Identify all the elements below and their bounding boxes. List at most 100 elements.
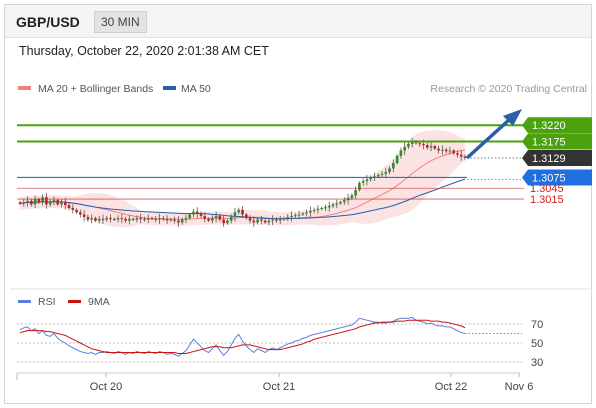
candle-body [52, 200, 56, 202]
bollinger-bands [20, 130, 465, 228]
candle-body [422, 143, 425, 146]
candle-body [41, 197, 44, 203]
candle-body [297, 214, 301, 216]
candle-body [139, 218, 142, 220]
candle-body [233, 212, 237, 218]
candle-body [56, 200, 60, 205]
candle-body [199, 213, 203, 216]
candle-body [309, 210, 312, 213]
candle-body [237, 209, 241, 213]
candle-body [154, 218, 158, 220]
candle-body [207, 218, 210, 221]
candle-body [305, 212, 308, 214]
candle-body [184, 218, 188, 220]
candle-body [158, 218, 161, 220]
candle-body [143, 218, 146, 220]
timeframe-badge[interactable]: 30 MIN [94, 11, 147, 33]
rsi-panel: 70 50 30 [17, 316, 543, 369]
x-tick-label: Oct 21 [263, 381, 295, 393]
candle-body [82, 214, 86, 218]
candle-body [441, 149, 444, 151]
candle-body [101, 218, 105, 220]
candle-body [150, 218, 154, 220]
candle-body [131, 218, 135, 220]
candle-body [94, 218, 97, 221]
candle-body [260, 219, 263, 221]
candle-body [192, 211, 195, 215]
candle-body [173, 219, 176, 221]
candle-body [180, 219, 184, 223]
candle-body [86, 217, 90, 220]
candle-body [410, 141, 414, 144]
candle-body [135, 218, 139, 220]
level-1-3175-label: 1.3175 [532, 136, 566, 148]
ma9-legend-label: 9MA [88, 296, 110, 308]
candle-body [97, 218, 101, 221]
candle-body [316, 208, 320, 210]
copyright-text: Research © 2020 Trading Central [430, 83, 587, 95]
candle-body [358, 182, 361, 191]
x-tick-label: Oct 20 [90, 381, 122, 393]
rsi-level-50-label: 50 [531, 338, 543, 350]
candle-body [203, 215, 207, 219]
candle-body [354, 190, 357, 196]
candle-body [146, 218, 150, 220]
bollinger-band-area [20, 130, 465, 228]
candle-body [384, 172, 388, 174]
candle-body [105, 218, 109, 220]
candle-body [48, 201, 52, 205]
bollinger-legend-swatch [18, 86, 31, 90]
level-1-3175-tag [522, 133, 592, 150]
candle-body [395, 155, 399, 164]
rsi-level-70-label: 70 [531, 319, 543, 331]
x-tick-label: Nov 6 [505, 381, 534, 393]
x-tick-label: Oct 22 [435, 381, 467, 393]
candle-body [90, 218, 93, 220]
candle-body [437, 148, 440, 151]
candle-body [433, 146, 437, 149]
candle-body [452, 150, 455, 154]
candle-body [244, 214, 248, 219]
level-1-3220-label: 1.3220 [532, 120, 566, 132]
level-1-3075-label: 1.3075 [532, 172, 566, 184]
candle-body [75, 209, 78, 213]
candle-body [320, 208, 323, 210]
candle-body [282, 218, 286, 220]
candle-body [407, 143, 410, 147]
symbol-title: GBP/USD [16, 14, 80, 30]
chart-header: GBP/USD 30 MIN [5, 5, 591, 38]
rsi-legend-label: RSI [38, 296, 56, 308]
candle-body [128, 218, 131, 221]
candle-body [120, 218, 124, 220]
candle-body [369, 177, 373, 180]
x-axis-labels: Oct 20 Oct 21 Oct 22 Nov 6 [90, 373, 534, 393]
candle-body [165, 218, 169, 221]
candle-body [30, 200, 33, 205]
candle-body [67, 205, 71, 209]
candle-body [214, 215, 218, 219]
candle-body [339, 201, 342, 204]
candle-body [392, 163, 395, 169]
ma50-legend-swatch [163, 86, 176, 90]
candle-body [71, 208, 75, 210]
candle-body [271, 219, 274, 221]
candle-body [177, 220, 180, 223]
candle-body [162, 218, 165, 220]
ma50-legend-label: MA 50 [181, 83, 211, 95]
candle-body [33, 199, 37, 205]
rsi-level-30-label: 30 [531, 357, 543, 369]
rsi-line [19, 316, 466, 357]
level-1-3075-tag [522, 169, 592, 186]
candle-body [252, 220, 256, 223]
candle-body [211, 218, 214, 221]
candle-body [343, 200, 346, 202]
candle-body [37, 199, 41, 203]
candle-body [226, 220, 229, 224]
candle-body [188, 214, 192, 219]
candle-body [79, 212, 82, 215]
candle-body [388, 168, 391, 173]
bollinger-legend-label: MA 20 + Bollinger Bands [38, 83, 153, 95]
level-1-3045-label: 1.3045 [530, 183, 564, 195]
